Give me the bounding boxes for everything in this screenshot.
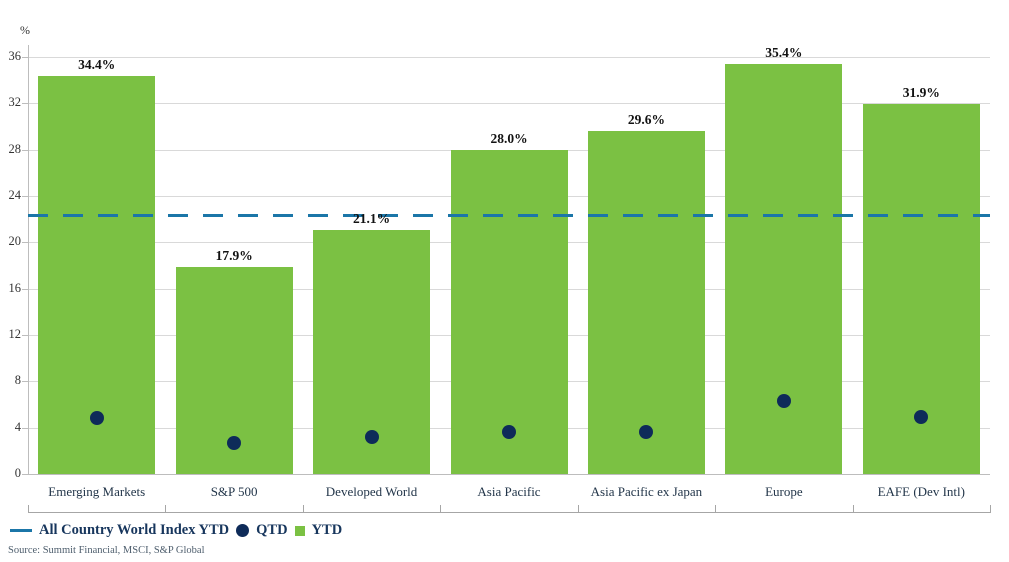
- x-axis-line: [28, 512, 990, 513]
- y-axis-tick: [22, 474, 28, 475]
- bar-value-label: 29.6%: [627, 112, 665, 128]
- y-axis-tick-label: 24: [8, 188, 22, 202]
- y-axis-tick-label: 0: [14, 466, 21, 480]
- x-axis-tick: [28, 505, 29, 513]
- ytd-legend-label: YTD: [311, 522, 343, 538]
- source-note: Source: Summit Financial, MSCI, S&P Glob…: [8, 545, 205, 556]
- category-label-asia-pacific-ex-japan: Asia Pacific ex Japan: [590, 484, 703, 499]
- qtd-dot-s-p-500: [227, 435, 242, 450]
- bar-value-label: 28.0%: [490, 130, 528, 146]
- category-label-s-p-500: S&P 500: [210, 484, 258, 499]
- x-axis-tick: [165, 505, 167, 513]
- ytd-bar-emerging-markets: [38, 75, 156, 474]
- bar-value-label: 31.9%: [902, 85, 940, 101]
- reference-line-legend-label: All Country World Index YTD: [39, 522, 230, 538]
- ytd-bar-asia-pacific: [450, 149, 568, 474]
- y-axis-tick-label: 20: [8, 234, 22, 249]
- category-label-emerging-markets: Emerging Markets: [48, 484, 146, 499]
- y-axis-tick-label: 36: [8, 49, 22, 63]
- ytd-bar-europe: [725, 63, 843, 474]
- qtd-dot-emerging-markets: [89, 411, 104, 426]
- gridline: [28, 474, 990, 475]
- qtd-dot-europe: [776, 394, 791, 409]
- gridline: [28, 57, 990, 58]
- x-axis-tick: [715, 505, 717, 513]
- y-axis-line: [28, 45, 29, 474]
- y-axis-tick: [22, 196, 28, 197]
- y-axis-tick: [22, 288, 28, 290]
- y-axis-tick: [22, 103, 28, 105]
- y-axis-tick: [22, 381, 28, 383]
- qtd-legend-swatch: [236, 524, 250, 537]
- y-axis-tick-label: 32: [8, 95, 22, 110]
- qtd-dot-developed-world: [364, 429, 379, 444]
- y-axis-unit-label: %: [20, 23, 30, 37]
- category-label-eafe-dev-intl: EAFE (Dev Intl): [877, 484, 965, 499]
- x-axis-tick: [577, 505, 579, 513]
- bar-value-label: 21.1%: [353, 210, 391, 226]
- x-axis-tick: [440, 505, 442, 513]
- y-axis-tick-label: 4: [14, 419, 21, 434]
- y-axis-tick: [22, 335, 28, 336]
- qtd-dot-asia-pacific-ex-japan: [639, 425, 654, 440]
- y-axis-tick-label: 28: [8, 141, 22, 156]
- ytd-legend-swatch: [294, 525, 305, 536]
- x-axis-tick: [302, 505, 304, 513]
- y-axis-tick: [22, 57, 28, 58]
- y-axis-tick: [22, 149, 28, 151]
- y-axis-tick-label: 12: [8, 327, 22, 341]
- chart-legend: All Country World Index YTD QTD YTD: [10, 522, 342, 539]
- bar-value-label: 17.9%: [215, 247, 253, 263]
- qtd-legend-label: QTD: [256, 522, 288, 538]
- category-label-europe: Europe: [765, 484, 803, 499]
- y-axis-tick-label: 8: [14, 373, 21, 388]
- reference-line: [28, 213, 990, 217]
- category-label-asia-pacific: Asia Pacific: [477, 484, 541, 499]
- bar-value-label: 35.4%: [765, 44, 803, 60]
- category-label-developed-world: Developed World: [325, 484, 418, 499]
- qtd-dot-eafe-dev-intl: [914, 410, 929, 425]
- gridline: [28, 103, 990, 105]
- reference-line-legend-swatch: [10, 529, 32, 532]
- y-axis-tick: [22, 427, 28, 429]
- x-axis-tick: [852, 505, 854, 513]
- y-axis-tick-label: 16: [8, 280, 22, 295]
- y-axis-tick: [22, 242, 28, 244]
- x-axis-tick: [990, 505, 991, 513]
- qtd-dot-asia-pacific: [502, 425, 516, 440]
- bar-value-label: 34.4%: [78, 56, 116, 72]
- ytd-bar-asia-pacific-ex-japan: [587, 131, 705, 474]
